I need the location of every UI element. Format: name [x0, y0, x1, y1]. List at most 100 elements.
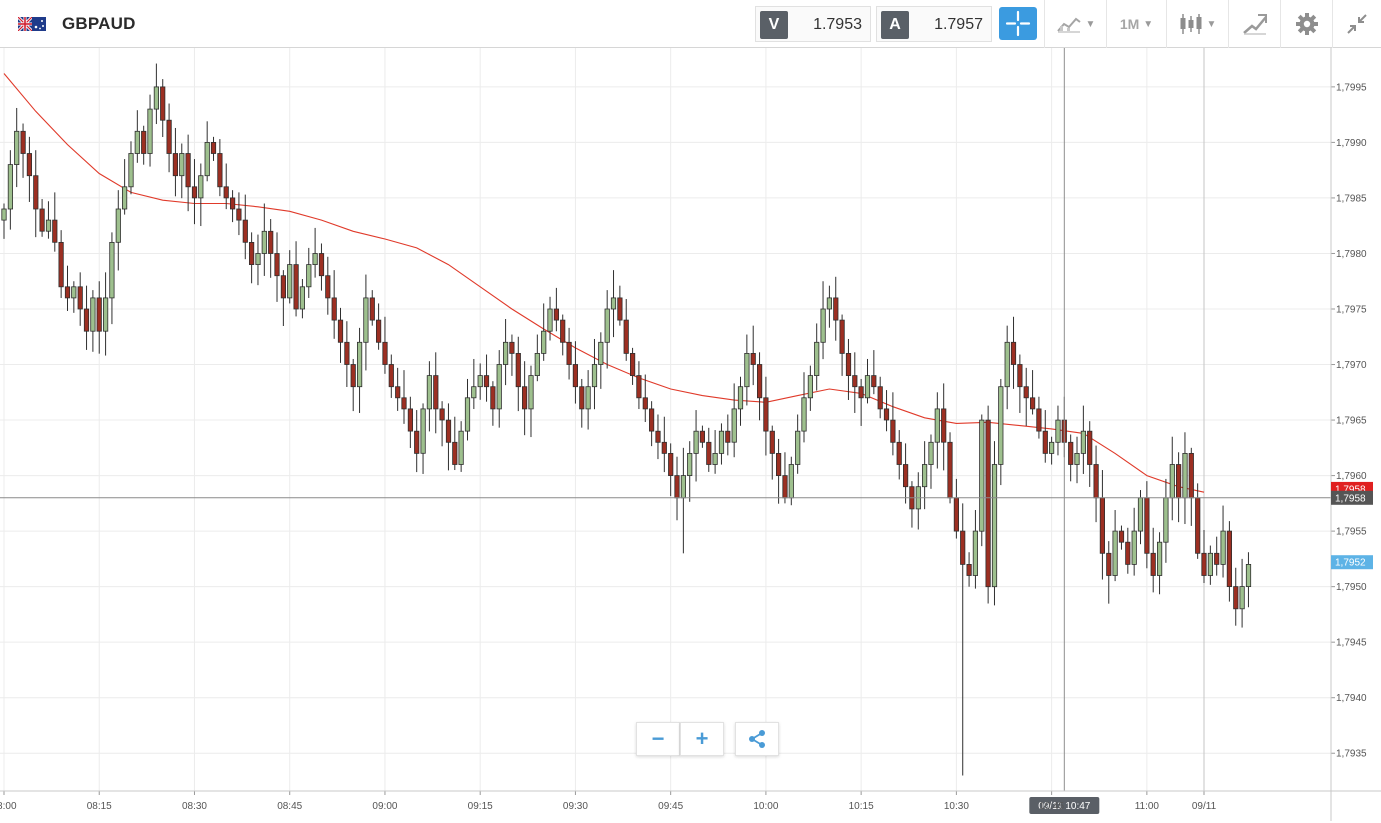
candle: [39, 199, 45, 237]
candle: [712, 430, 718, 474]
candle: [103, 272, 109, 356]
candle-body: [1093, 464, 1099, 499]
candle-body: [776, 452, 782, 476]
candle-body: [953, 497, 960, 532]
crosshair-button[interactable]: [999, 7, 1037, 40]
candle-body: [420, 408, 426, 454]
candle-body: [185, 153, 191, 188]
candle: [668, 443, 674, 497]
candle: [382, 316, 388, 374]
candle-body: [979, 419, 985, 532]
candle-body: [198, 175, 204, 199]
candle-body: [731, 408, 737, 443]
candle: [331, 270, 337, 339]
candle: [903, 443, 909, 504]
candle-body: [1207, 552, 1213, 576]
candle-body: [509, 341, 515, 354]
candle: [217, 139, 223, 197]
candle-body: [312, 253, 318, 266]
candle: [649, 401, 655, 447]
candle: [979, 414, 985, 547]
candle: [350, 358, 356, 412]
candle-body: [1233, 586, 1239, 610]
candle-body: [591, 364, 598, 388]
candle-body: [299, 286, 306, 310]
crosshair-time-label: 09/11 10:47: [1038, 801, 1091, 812]
y-tick-label: 1,7960: [1336, 471, 1367, 482]
candle: [172, 127, 178, 197]
candle: [636, 361, 642, 410]
share-icon: [749, 730, 765, 748]
candle: [64, 265, 71, 311]
collapse-icon: [1347, 14, 1367, 34]
chart-style-button[interactable]: ▼: [1044, 0, 1106, 48]
x-tick-label: 11:00: [1135, 801, 1160, 812]
x-tick-label: 10:30: [944, 801, 969, 812]
candle-body: [566, 341, 572, 365]
candle-body: [649, 408, 655, 432]
ask-quote[interactable]: A 1.7957: [876, 6, 992, 42]
candle-body: [496, 364, 502, 410]
candle: [33, 150, 39, 238]
candle: [966, 552, 972, 587]
plot-background: [0, 48, 1331, 791]
candle-type-button[interactable]: ▼: [1166, 0, 1228, 48]
zoom-out-button[interactable]: −: [636, 722, 680, 756]
candle-body: [1087, 430, 1093, 465]
candle: [725, 414, 731, 456]
candle: [109, 232, 115, 325]
candle-body: [248, 241, 255, 265]
candle: [77, 272, 83, 326]
drawing-tools-button[interactable]: [1228, 0, 1280, 48]
candle: [344, 321, 350, 387]
candle: [20, 123, 26, 178]
candle-body: [757, 364, 763, 399]
zoom-in-button[interactable]: +: [680, 722, 724, 756]
candle-body: [1004, 341, 1010, 388]
candle: [604, 290, 610, 369]
timeframe-button[interactable]: 1M ▼: [1106, 0, 1166, 48]
collapse-button[interactable]: [1332, 0, 1381, 48]
x-tick-label: 09:00: [372, 801, 397, 812]
candle-body: [344, 341, 350, 365]
gear-icon: [1295, 13, 1318, 35]
candle: [83, 285, 90, 350]
share-button[interactable]: [735, 722, 779, 756]
candle: [1106, 541, 1112, 604]
candle: [58, 230, 64, 298]
candle: [1049, 436, 1055, 465]
candle-body: [985, 419, 991, 588]
candle: [541, 303, 547, 361]
candle: [1157, 532, 1163, 595]
candle-body: [1010, 341, 1017, 365]
price-chart[interactable]: 09/11 10:47 1,79951,79901,79851,79801,79…: [0, 48, 1381, 823]
candle-body: [553, 308, 560, 321]
bid-quote[interactable]: V 1.7953: [755, 6, 871, 42]
candle-body: [655, 430, 661, 443]
candle-body: [147, 108, 153, 154]
x-tick-label: 10:00: [753, 801, 778, 812]
candle: [122, 159, 128, 215]
candle: [776, 438, 782, 504]
candle-body: [801, 397, 807, 432]
candle-body: [528, 375, 534, 410]
candlestick-series: [1, 63, 1252, 776]
candle-body: [58, 241, 64, 288]
candle-body: [293, 264, 299, 310]
settings-button[interactable]: [1280, 0, 1332, 48]
x-tick-label: 10:45: [1039, 801, 1064, 812]
candle: [706, 427, 712, 472]
candle: [166, 103, 172, 173]
candle-body: [750, 352, 756, 365]
candle: [826, 285, 833, 328]
candle: [471, 358, 477, 410]
candle: [934, 392, 940, 469]
candle: [1233, 567, 1239, 626]
candle-body: [934, 408, 940, 443]
candle: [1239, 558, 1245, 628]
candle-body: [204, 142, 210, 177]
candle: [369, 290, 375, 326]
candle: [287, 250, 293, 304]
candle: [718, 423, 725, 465]
candle: [71, 281, 77, 313]
